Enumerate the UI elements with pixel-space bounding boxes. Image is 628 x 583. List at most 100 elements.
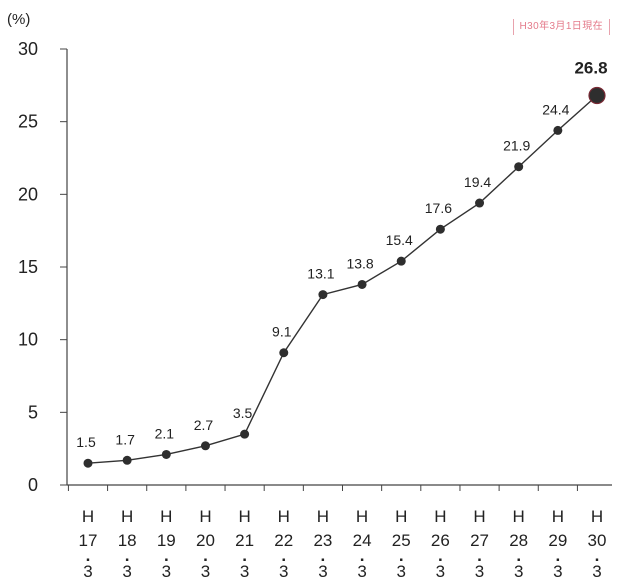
x-tick-label: H 26.3 xyxy=(431,507,450,581)
x-tick-label-part: 21 xyxy=(235,531,254,550)
data-point xyxy=(514,162,524,172)
y-tick-label: 25 xyxy=(18,112,38,132)
x-tick-label-part: H xyxy=(591,507,603,526)
data-label: 1.7 xyxy=(115,431,135,447)
x-tick-label-part: 3 xyxy=(553,562,562,581)
x-tick-label-part: 3 xyxy=(357,562,366,581)
x-tick-label-part: . xyxy=(438,546,443,565)
date-note: H30年3月1日現在 xyxy=(512,19,610,35)
x-tick-label: H 23.3 xyxy=(313,507,332,581)
x-tick-label: H 25.3 xyxy=(392,507,411,581)
x-tick-label-part: . xyxy=(203,546,208,565)
x-tick-label: H 17.3 xyxy=(79,507,98,581)
x-tick-label-part: 3 xyxy=(201,562,210,581)
x-tick-label-part: H xyxy=(317,507,329,526)
data-point xyxy=(240,429,250,439)
x-tick-label-part: 3 xyxy=(475,562,484,581)
data-label: 2.1 xyxy=(155,425,175,441)
x-tick-label-part: . xyxy=(281,546,286,565)
x-tick-label-part: H xyxy=(121,507,133,526)
data-point xyxy=(279,348,289,358)
x-tick-label-part: 23 xyxy=(313,531,332,550)
x-tick-label-part: 27 xyxy=(470,531,489,550)
x-tick-label-part: H xyxy=(278,507,290,526)
data-label: 3.5 xyxy=(233,405,253,421)
x-tick-label-part: 17 xyxy=(79,531,98,550)
x-tick-label-part: . xyxy=(399,546,404,565)
x-tick-label: H 30.3 xyxy=(588,507,607,581)
x-tick-label: H 19.3 xyxy=(157,507,176,581)
x-tick-label-part: 3 xyxy=(436,562,445,581)
data-point xyxy=(396,256,406,266)
x-tick-label-part: 20 xyxy=(196,531,215,550)
x-tick-label-part: 3 xyxy=(83,562,92,581)
data-label: 13.1 xyxy=(307,266,334,282)
data-point xyxy=(161,449,171,459)
data-point xyxy=(200,441,210,451)
x-tick-label-part: . xyxy=(360,546,365,565)
data-label: 9.1 xyxy=(272,324,292,340)
x-tick-label-part: . xyxy=(516,546,521,565)
x-tick-label-part: H xyxy=(356,507,368,526)
x-tick-label-part: 3 xyxy=(318,562,327,581)
x-tick-label-part: H xyxy=(434,507,446,526)
x-tick-label-part: 3 xyxy=(162,562,171,581)
x-tick-label-part: 3 xyxy=(240,562,249,581)
y-tick-label: 5 xyxy=(28,402,38,422)
x-tick-label-part: . xyxy=(164,546,169,565)
x-tick-label-part: . xyxy=(595,546,600,565)
y-tick-label: 20 xyxy=(18,184,38,204)
data-point xyxy=(553,125,563,135)
data-label: 13.8 xyxy=(346,255,373,271)
x-tick-label-part: 25 xyxy=(392,531,411,550)
x-tick-label-part: 30 xyxy=(588,531,607,550)
data-label: 17.6 xyxy=(425,200,452,216)
data-point xyxy=(83,458,93,468)
x-tick-label: H 18.3 xyxy=(118,507,137,581)
x-tick-label-part: . xyxy=(125,546,130,565)
x-tick-label: H 28.3 xyxy=(509,507,528,581)
x-tick-label: H 22.3 xyxy=(274,507,293,581)
data-label: 2.7 xyxy=(194,417,214,433)
x-tick-label-part: H xyxy=(395,507,407,526)
y-axis-unit-label: (%) xyxy=(7,11,30,28)
x-tick-label-part: 29 xyxy=(548,531,567,550)
series-line xyxy=(87,94,598,464)
x-tick-label-part: H xyxy=(160,507,172,526)
y-tick-label: 10 xyxy=(18,330,38,350)
y-tick-label: 30 xyxy=(18,39,38,59)
x-tick-label-part: . xyxy=(321,546,326,565)
x-tick-label-part: 3 xyxy=(514,562,523,581)
x-tick-label-part: 3 xyxy=(592,562,601,581)
x-tick-label-part: H xyxy=(552,507,564,526)
x-tick-label: H 27.3 xyxy=(470,507,489,581)
x-tick-label-part: H xyxy=(473,507,485,526)
x-tick-label-part: 18 xyxy=(118,531,137,550)
x-tick-label-part: 3 xyxy=(279,562,288,581)
y-tick-label: 15 xyxy=(18,257,38,277)
data-point xyxy=(475,198,485,208)
x-tick-label-part: 3 xyxy=(122,562,131,581)
y-tick-label: 0 xyxy=(28,475,38,495)
x-tick-label-part: 19 xyxy=(157,531,176,550)
data-label: 19.4 xyxy=(464,174,491,190)
x-tick-label-part: . xyxy=(242,546,247,565)
x-tick-label: H 20.3 xyxy=(196,507,215,581)
data-label: 21.9 xyxy=(503,138,530,154)
data-label: 1.5 xyxy=(76,434,96,450)
x-tick-label: H 24.3 xyxy=(353,507,372,581)
data-point xyxy=(435,224,445,234)
x-tick-label: H 21.3 xyxy=(235,507,254,581)
x-tick-label-part: 22 xyxy=(274,531,293,550)
x-tick-label: H 29.3 xyxy=(548,507,567,581)
x-tick-label-part: H xyxy=(82,507,94,526)
x-tick-label-part: 3 xyxy=(396,562,405,581)
data-point-highlight xyxy=(588,86,606,105)
x-tick-label-part: . xyxy=(86,546,91,565)
x-tick-label-part: H xyxy=(199,507,211,526)
x-tick-label-part: 28 xyxy=(509,531,528,550)
x-tick-label-part: . xyxy=(555,546,560,565)
x-tick-label-part: 24 xyxy=(353,531,372,550)
